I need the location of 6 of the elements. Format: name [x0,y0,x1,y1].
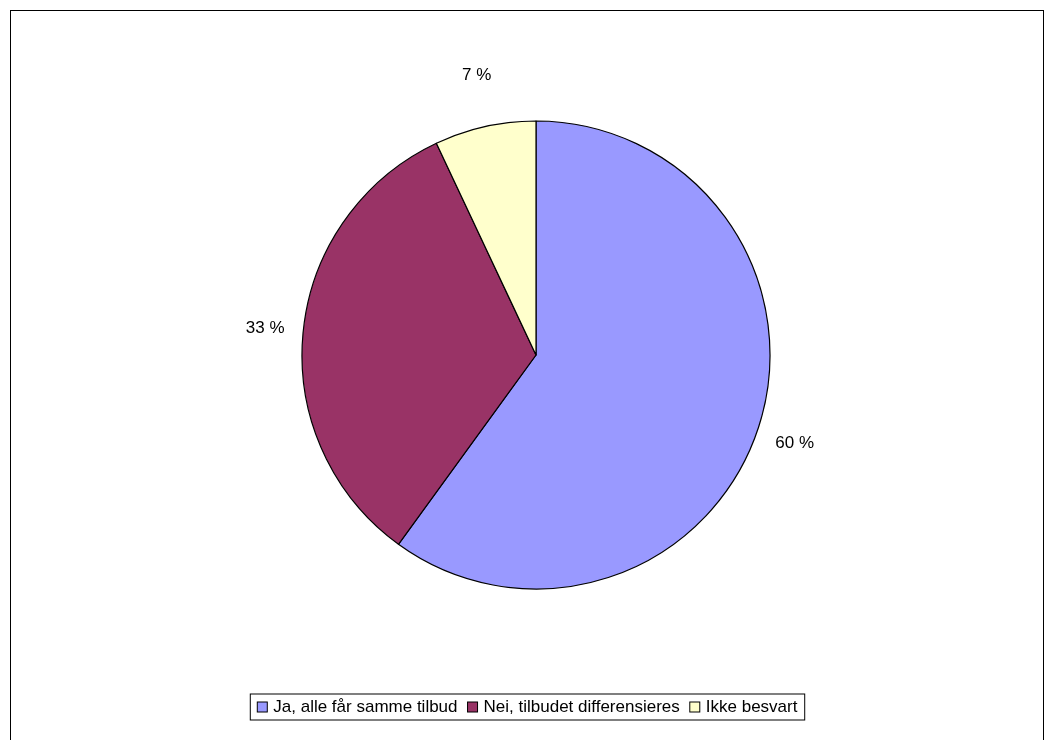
data-label: 33 % [245,317,285,337]
legend-label: Ikke besvart [705,696,798,716]
data-label: 7 % [462,65,492,85]
legend-label: Ja, alle får samme tilbud [273,696,458,716]
legend-label: Nei, tilbudet differensieres [483,696,680,716]
data-label: 60 % [775,432,815,452]
